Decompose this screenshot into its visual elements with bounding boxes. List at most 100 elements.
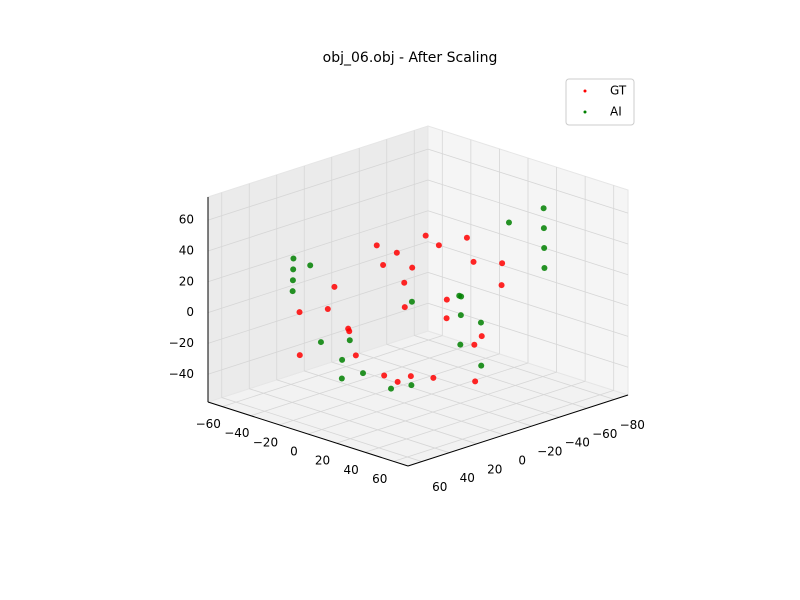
point (408, 298, 415, 305)
point (409, 264, 416, 271)
z-tick-label: −20 (169, 336, 194, 350)
grid-line (414, 335, 615, 400)
point (478, 362, 485, 369)
point (394, 378, 401, 385)
point (317, 339, 324, 346)
point (401, 304, 408, 311)
grid-line (207, 210, 429, 283)
point (463, 234, 470, 241)
point (477, 319, 484, 326)
point (498, 282, 505, 289)
point (541, 264, 548, 271)
y-tick-label: 40 (460, 471, 475, 485)
grid-line (427, 179, 629, 245)
point (331, 283, 338, 290)
grid-line (427, 241, 629, 306)
point (471, 341, 478, 348)
x-tick-label: −20 (253, 435, 278, 449)
point (381, 372, 388, 379)
point (499, 260, 506, 267)
z-tick-label: 20 (179, 274, 194, 288)
grid-line (304, 370, 505, 436)
point (324, 306, 331, 313)
point (339, 356, 346, 363)
grid-line (222, 335, 443, 407)
point (541, 245, 548, 252)
point (360, 370, 366, 377)
x-tick-label: 20 (315, 454, 330, 468)
grid-line (207, 302, 429, 375)
point (289, 288, 296, 295)
point (346, 328, 353, 335)
point (505, 219, 512, 226)
point (470, 258, 477, 265)
y-tick-label: −80 (620, 418, 645, 432)
grid-line (250, 344, 471, 417)
legend-label: GT (610, 84, 627, 98)
point (289, 277, 296, 284)
chart-title: obj_06.obj - After Scaling (323, 50, 498, 66)
x-tick-label: 40 (344, 463, 359, 477)
grid-line (207, 241, 429, 313)
point (296, 352, 303, 359)
point (478, 333, 485, 340)
grid-line (359, 352, 560, 418)
z-tick-label: 0 (186, 305, 194, 319)
y-tick-label: −60 (592, 427, 617, 441)
axis-line (207, 401, 409, 467)
point (457, 341, 464, 348)
axis-line (407, 394, 629, 467)
point (472, 378, 479, 385)
point (380, 261, 387, 268)
grid-line (365, 380, 586, 453)
x-tick-label: 60 (372, 472, 387, 486)
point (307, 262, 314, 269)
point (388, 385, 395, 392)
point (457, 312, 464, 319)
z-tick-label: −40 (169, 367, 194, 381)
y-tick-label: −40 (565, 436, 590, 450)
point (373, 242, 380, 249)
grid-line (249, 388, 450, 454)
points (289, 205, 548, 392)
grid-line (336, 371, 557, 444)
point (346, 337, 353, 344)
point (443, 315, 450, 322)
y-tick-label: −20 (537, 445, 562, 459)
grid-line (207, 272, 429, 344)
grid-line (427, 272, 629, 337)
point (338, 375, 345, 382)
point (352, 352, 359, 359)
grid-line (393, 390, 614, 462)
grid-line (307, 362, 529, 435)
z-tick-label: 40 (179, 243, 194, 257)
y-tick-label: 20 (487, 462, 502, 476)
legend-box (565, 78, 635, 126)
grid (207, 130, 629, 462)
point (540, 225, 547, 232)
point (290, 266, 297, 273)
grid-line (276, 379, 477, 445)
point (296, 309, 303, 316)
point (393, 249, 400, 256)
point (430, 374, 437, 381)
grid-line (207, 148, 429, 221)
grid-line (427, 148, 629, 214)
point (443, 296, 450, 303)
point (290, 255, 297, 262)
point (407, 373, 414, 380)
legend-marker (583, 110, 587, 114)
point (401, 279, 408, 286)
y-tick-label: 60 (432, 480, 447, 494)
point (422, 232, 429, 239)
grid-line (386, 343, 587, 409)
point (458, 293, 465, 300)
legend-label: AI (610, 105, 622, 119)
point (408, 382, 415, 389)
legend: GT AI (565, 78, 635, 126)
axes: −60−40−200204060−80−60−40−200204060−40−2… (169, 197, 645, 494)
grid-line (207, 179, 429, 252)
x-tick-label: 0 (290, 445, 298, 459)
y-tick-label: 0 (518, 453, 526, 467)
